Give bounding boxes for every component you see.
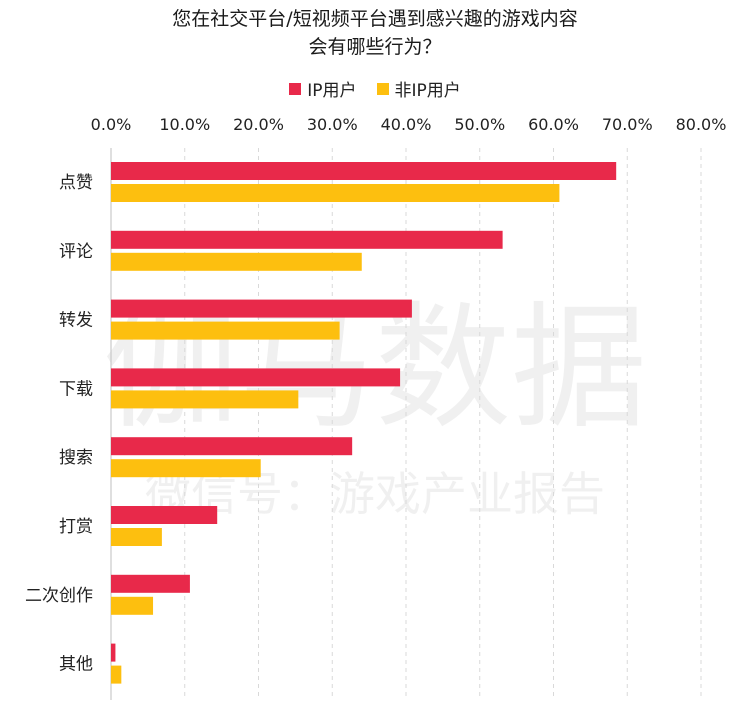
legend: IP用户 非IP用户 (0, 76, 750, 101)
grid (110, 148, 702, 700)
x-axis-ticks: 0.0% 10.0% 20.0% 30.0% 40.0% 50.0% 60.0% 70.0% 8… (91, 115, 727, 134)
bar-non-ip (111, 321, 340, 340)
x-tick-label: 40.0% (381, 115, 432, 134)
bar-ip (111, 299, 412, 318)
bar-non-ip (111, 184, 560, 202)
y-category-label: 转发 (59, 311, 93, 331)
chart-title-line-2: 会有哪些行为？ (308, 36, 442, 58)
bar-ip (111, 437, 353, 456)
legend-item-non-ip: 非IP用户 (376, 76, 461, 101)
bar-non-ip (111, 390, 299, 409)
bar-ip (111, 368, 401, 387)
bar-non-ip (111, 528, 162, 546)
legend-label-non-ip: 非IP用户 (394, 81, 461, 101)
bar-ip (111, 574, 190, 593)
watermark-text-2: 微信号：游戏产业报告 (145, 467, 605, 521)
y-category-label: 评论 (59, 242, 93, 262)
bar-ip (111, 230, 503, 249)
chart-title-line-1: 您在社交平台/短视频平台遇到感兴趣的游戏内容 (172, 8, 578, 30)
bar-ip (111, 506, 218, 524)
x-tick-label: 70.0% (602, 115, 653, 134)
x-tick-label: 60.0% (528, 115, 579, 134)
x-tick-label: 50.0% (454, 115, 505, 134)
y-category-label: 下载 (59, 379, 93, 399)
x-tick-label: 80.0% (676, 115, 727, 134)
y-category-label: 打赏 (59, 517, 93, 537)
y-category-label: 点赞 (59, 173, 93, 193)
watermark-text-1: 伽马数据 (103, 290, 647, 448)
legend-swatch-non-ip (376, 82, 389, 95)
bar-non-ip (111, 459, 261, 478)
y-category-label: 其他 (59, 655, 93, 675)
legend-swatch-ip (289, 82, 302, 95)
x-tick-label: 30.0% (307, 115, 358, 134)
y-category-label: 二次创作 (25, 586, 93, 606)
x-tick-label: 20.0% (233, 115, 284, 134)
x-tick-label: 10.0% (159, 115, 210, 134)
y-category-label: 搜索 (59, 448, 93, 468)
bars (111, 162, 617, 684)
bar-ip (111, 162, 617, 180)
bar-ip (111, 643, 116, 662)
legend-label-ip: IP用户 (307, 81, 357, 101)
bar-non-ip (111, 252, 362, 271)
bar-non-ip (111, 596, 154, 615)
bar-non-ip (111, 665, 122, 684)
legend-item-ip: IP用户 (289, 76, 357, 101)
x-tick-label: 0.0% (91, 115, 132, 134)
